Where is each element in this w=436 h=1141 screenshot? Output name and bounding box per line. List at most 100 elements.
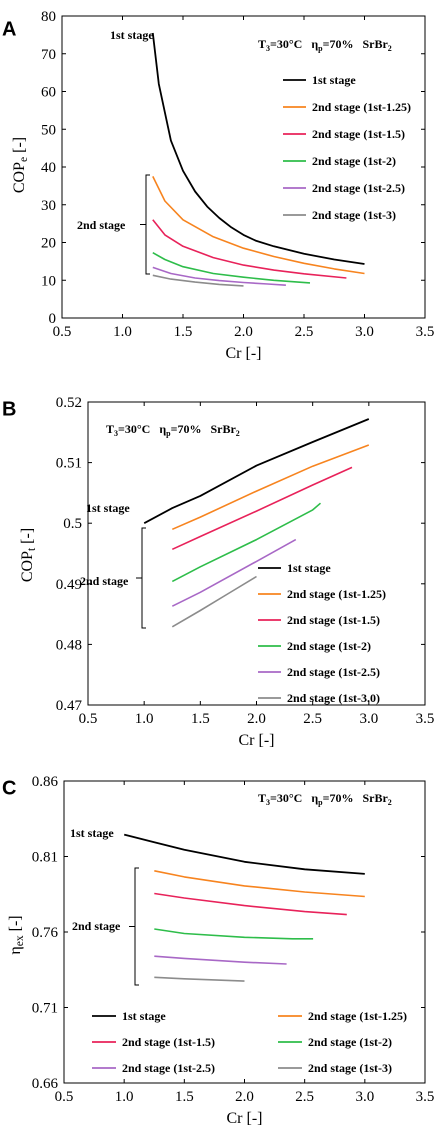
series-line (171, 538, 297, 607)
y-tick-label: 0.49 (56, 577, 82, 593)
x-tick-label: 3.0 (355, 1089, 374, 1105)
panel-label: C (2, 778, 16, 800)
legend-label: 2nd stage (1st-3.0) (287, 691, 380, 705)
legend: 1st stage 2nd stage (1st-1.25) 2nd stage (… (283, 73, 411, 222)
series-line (152, 219, 347, 279)
bracket (134, 867, 139, 986)
x-tick-label: 2.0 (235, 1089, 254, 1105)
y-tick-label: 10 (41, 273, 56, 289)
y-tick-label: 0.47 (56, 698, 83, 714)
y-tick-label: 0.81 (32, 850, 58, 866)
x-tick-label: 3.0 (355, 324, 374, 340)
series-line (152, 252, 311, 284)
y-tick-label: 0.52 (56, 395, 82, 411)
x-tick-label: 1.5 (175, 1089, 194, 1105)
series-line (152, 266, 286, 286)
annotation-2nd-stage: 2nd stage (77, 218, 126, 232)
legend-label: 2nd stage (1st-2.5) (287, 665, 380, 679)
x-tick-label: 0.5 (53, 324, 72, 340)
legend-label: 2nd stage (1st-3) (312, 208, 396, 222)
series-line (154, 892, 347, 916)
y-tick-label: 0.66 (32, 1076, 59, 1092)
series-line (171, 575, 257, 628)
x-tick-label: 2.5 (295, 1089, 314, 1105)
y-tick-label: 0.76 (32, 925, 59, 941)
annotation-1st-stage: 1st stage (110, 28, 154, 42)
chart-panel-c: C 0.5 1.0 1.5 2.0 2.5 3.0 3.5 0.66 0.71 0.76 0.81 0.… (2, 774, 434, 1127)
condition-text: T3=30°C ηp=70% SrBr2 (258, 791, 392, 807)
series-line (171, 444, 370, 531)
x-axis-label: Cr [-] (239, 732, 275, 749)
series-line (154, 870, 365, 898)
y-tick-label: 40 (41, 160, 56, 176)
x-tick-label: 3.5 (416, 324, 435, 340)
x-tick-label: 3.5 (416, 711, 435, 727)
x-axis-label: Cr [-] (226, 345, 262, 362)
chart-panel-a: A 0.5 1.0 1.5 2.0 2.5 3.0 3.5 0 10 20 30 40 50 60 70 80 C… (2, 9, 434, 362)
series-line (154, 955, 287, 965)
series-line (152, 274, 244, 287)
series-line (123, 833, 365, 875)
x-tick-label: 1.5 (191, 711, 210, 727)
legend-label: 1st stage (287, 561, 331, 575)
x-tick-label: 1.0 (115, 1089, 134, 1105)
series-line (152, 176, 365, 275)
panel-label: B (2, 399, 16, 421)
y-tick-label: 80 (41, 9, 56, 25)
x-tick-label: 3.0 (359, 711, 378, 727)
legend-label: 1st stage (312, 73, 356, 87)
y-tick-label: 0.86 (32, 774, 59, 790)
y-axis-label: COPe [-] (11, 137, 30, 193)
legend: 1st stage 2nd stage (1st-1.25) 2nd stage (… (258, 561, 386, 705)
legend-label: 2nd stage (1st-2) (312, 154, 396, 168)
legend-label: 2nd stage (1st-2.5) (312, 181, 405, 195)
x-tick-label: 2.5 (295, 324, 314, 340)
condition-text: T3=30°C ηp=70% SrBr2 (106, 422, 240, 438)
legend-label: 2nd stage (1st-1.25) (308, 1009, 407, 1023)
series-line (171, 502, 322, 583)
series-line (154, 928, 314, 940)
legend-label: 2nd stage (1st-1.25) (287, 587, 386, 601)
y-tick-label: 0.71 (32, 1001, 58, 1017)
x-tick-label: 2.5 (303, 711, 322, 727)
y-tick-label: 60 (41, 85, 56, 101)
series-line (151, 32, 365, 265)
y-axis-label: ηex [-] (7, 915, 26, 954)
x-tick-label: 2.0 (234, 324, 253, 340)
legend: 1st stage 2nd stage (1st-1.25) 2nd stage (… (92, 1009, 407, 1075)
x-tick-label: 1.0 (135, 711, 154, 727)
y-tick-label: 50 (41, 122, 56, 138)
y-tick-label: 0.51 (56, 456, 82, 472)
chart-panel-b: B 0.5 1.0 1.5 2.0 2.5 3.0 3.5 0.47 0.48 0.49 0.5 0.5… (2, 395, 434, 749)
y-tick-label: 20 (41, 236, 56, 252)
legend-label: 2nd stage (1st-2) (308, 1035, 392, 1049)
series-line (143, 418, 370, 524)
panel-label: A (2, 19, 16, 41)
legend-label: 1st stage (122, 1009, 166, 1023)
annotation-2nd-stage: 2nd stage (80, 574, 129, 588)
annotation-2nd-stage: 2nd stage (72, 919, 121, 933)
x-tick-label: 3.5 (416, 1089, 435, 1105)
y-tick-label: 30 (41, 198, 56, 214)
x-tick-label: 1.5 (174, 324, 193, 340)
x-tick-label: 2.0 (247, 711, 266, 727)
y-axis-label: COPt [-] (19, 528, 38, 582)
y-tick-label: 0.48 (56, 637, 82, 653)
legend-label: 2nd stage (1st-2) (287, 639, 371, 653)
x-tick-label: 1.0 (113, 324, 132, 340)
x-axis-label: Cr [-] (227, 1110, 263, 1127)
plot-frame (87, 401, 426, 706)
annotation-1st-stage: 1st stage (70, 826, 114, 840)
y-tick-label: 0 (49, 311, 57, 327)
y-tick-label: 70 (41, 47, 56, 63)
y-tick-label: 0.5 (63, 516, 82, 532)
annotation-1st-stage: 1st stage (86, 501, 130, 515)
x-tick-label: 0.5 (79, 711, 98, 727)
legend-label: 2nd stage (1st-3) (308, 1061, 392, 1075)
legend-label: 2nd stage (1st-1.5) (122, 1035, 215, 1049)
legend-label: 2nd stage (1st-1.25) (312, 100, 411, 114)
series-line (171, 466, 353, 551)
series-line (154, 976, 245, 982)
legend-label: 2nd stage (1st-1.5) (287, 613, 380, 627)
